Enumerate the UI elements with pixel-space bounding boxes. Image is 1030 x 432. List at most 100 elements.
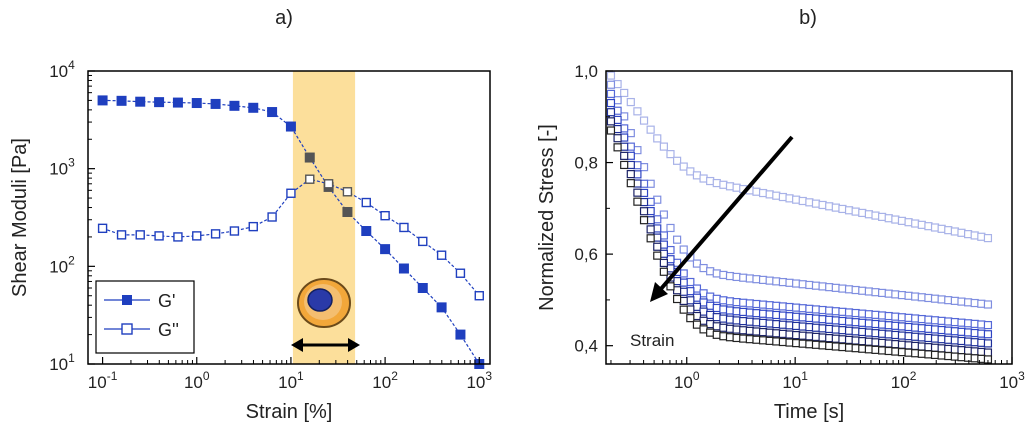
data-point — [361, 226, 372, 237]
data-point — [613, 134, 622, 143]
data-point — [957, 353, 966, 362]
data-point — [917, 349, 926, 358]
data-point — [897, 216, 907, 225]
y-tick-label: 102 — [49, 253, 75, 276]
data-point — [323, 179, 334, 189]
data-point — [765, 190, 774, 199]
data-point — [399, 222, 409, 233]
data-point — [864, 310, 873, 319]
data-point — [672, 277, 682, 286]
data-point — [811, 314, 821, 323]
data-point — [904, 322, 913, 332]
data-point — [917, 314, 926, 324]
data-point — [719, 296, 728, 305]
data-point — [653, 215, 662, 224]
data-point — [811, 281, 821, 290]
data-point — [878, 288, 887, 298]
data-point — [606, 71, 616, 80]
data-point — [785, 321, 794, 330]
data-point — [950, 352, 959, 361]
data-point — [964, 319, 973, 328]
chart-b-y-axis-label: Normalized Stress [-] — [536, 124, 558, 311]
data-point — [154, 231, 164, 241]
data-point — [699, 289, 708, 298]
data-point — [818, 282, 827, 291]
data-point — [606, 80, 616, 89]
data-point — [765, 310, 774, 319]
data-point — [699, 174, 708, 183]
data-point — [838, 316, 847, 326]
data-point — [752, 187, 761, 196]
data-point — [838, 204, 847, 214]
data-point — [639, 207, 649, 216]
x-tick-label: 10-1 — [88, 369, 118, 392]
data-point — [613, 96, 622, 105]
data-point — [964, 337, 973, 346]
data-point — [864, 345, 873, 354]
data-point — [811, 323, 821, 332]
data-point — [844, 308, 854, 317]
data-point — [659, 210, 668, 219]
data-point — [818, 333, 827, 342]
data-point — [646, 234, 655, 243]
data-point — [884, 289, 893, 298]
data-point — [210, 98, 221, 109]
data-point — [864, 210, 873, 219]
data-point — [772, 301, 781, 310]
data-point — [785, 312, 794, 321]
data-point — [732, 316, 741, 325]
data-point — [950, 336, 959, 345]
data-point — [897, 340, 907, 349]
x-tick-label: 100 — [674, 369, 700, 392]
data-point — [692, 302, 702, 311]
data-point — [639, 163, 649, 172]
data-point — [686, 296, 695, 305]
data-point — [884, 214, 893, 223]
data-point — [792, 195, 801, 204]
data-point — [659, 267, 668, 276]
data-point — [858, 208, 867, 218]
data-point — [606, 89, 616, 98]
data-point — [798, 280, 807, 289]
data-point — [116, 95, 127, 106]
data-point — [838, 326, 847, 335]
data-point — [930, 223, 940, 232]
relaxation-series-2 — [606, 80, 993, 309]
x-tick-label: 101 — [278, 369, 304, 392]
data-point — [398, 263, 409, 274]
data-point — [285, 121, 296, 132]
data-point — [342, 207, 353, 218]
data-point — [950, 317, 959, 327]
data-point — [983, 300, 993, 309]
data-point — [825, 306, 834, 315]
data-point — [758, 275, 768, 285]
legend-item: G'' — [104, 320, 179, 340]
data-point — [173, 232, 183, 242]
data-point — [745, 317, 754, 326]
data-point — [964, 230, 973, 239]
data-point — [871, 211, 880, 220]
data-point — [639, 216, 649, 225]
data-point — [653, 195, 662, 204]
data-point — [659, 240, 668, 249]
data-point — [964, 298, 973, 307]
data-point — [785, 302, 794, 312]
data-point — [613, 79, 622, 89]
data-point — [739, 307, 748, 317]
data-point — [210, 229, 221, 239]
data-point — [732, 333, 741, 343]
data-point — [858, 337, 867, 346]
data-point — [620, 160, 629, 170]
data-point — [977, 338, 986, 347]
data-point — [706, 310, 715, 320]
series-line — [102, 99, 480, 365]
x-tick-label: 103 — [466, 369, 492, 392]
data-point — [937, 316, 946, 325]
data-point — [659, 249, 668, 258]
data-point — [964, 328, 973, 337]
data-point — [825, 333, 834, 343]
data-point — [844, 343, 854, 352]
data-point — [983, 339, 993, 348]
data-point — [172, 97, 183, 108]
data-point — [732, 183, 741, 192]
